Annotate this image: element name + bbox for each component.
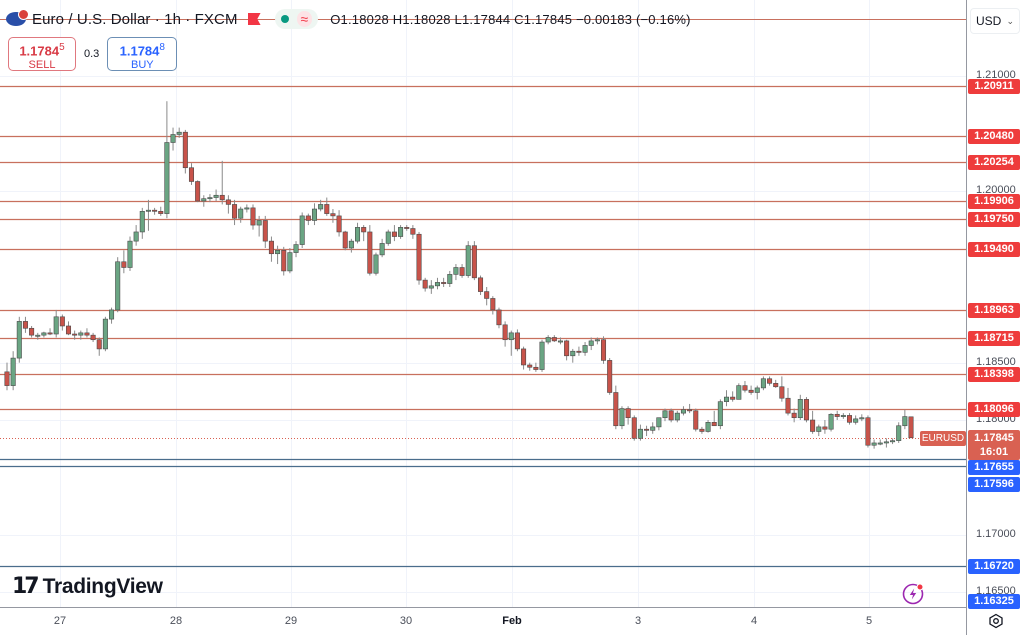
resistance-level-label: 1.19906: [968, 194, 1020, 209]
support-level-label: 1.17596: [968, 477, 1020, 492]
chevron-down-icon: ⌄: [1006, 15, 1014, 26]
time-tick-label: 4: [750, 615, 758, 627]
buy-price-pip: 8: [159, 42, 165, 53]
time-tick-label: 3: [634, 615, 642, 627]
support-level-label: 1.16720: [968, 559, 1020, 574]
buy-price: 1.1784: [119, 43, 160, 59]
market-open-dot-icon: [280, 15, 289, 23]
price-tick-label: 1.20000: [976, 184, 1016, 196]
support-level-label: 1.17655: [968, 460, 1020, 475]
support-level-label: 1.16325: [968, 594, 1020, 609]
sell-price: 1.1784: [19, 43, 60, 59]
resistance-level-label: 1.20911: [968, 79, 1020, 94]
sell-label: SELL: [28, 59, 56, 72]
tradingview-wordmark: TradingView: [42, 574, 163, 598]
trade-buttons: 1.17845 SELL 0.3 1.17848 BUY: [8, 37, 178, 72]
symbol-header: Euro / U.S. Dollar · 1h · FXCM ≈ O1.1802…: [6, 9, 691, 29]
time-tick-label: Feb: [502, 615, 522, 627]
tradingview-logo[interactable]: 17 TradingView: [12, 574, 163, 599]
last-price-value: 1.17845: [974, 432, 1014, 444]
time-tick-label: 29: [284, 615, 298, 627]
time-tick-label: 28: [169, 615, 183, 627]
resistance-level-label: 1.19750: [968, 212, 1020, 227]
ohlc-values: O1.18028 H1.18028 L1.17844 C1.17845 −0.0…: [330, 11, 691, 27]
time-tick-label: 5: [865, 615, 873, 627]
buy-button[interactable]: 1.17848 BUY: [107, 37, 178, 72]
sell-price-pip: 5: [59, 42, 65, 53]
lightning-icon[interactable]: [901, 582, 925, 606]
currency-selector[interactable]: USD ⌄: [970, 8, 1020, 34]
eur-usd-flag-icon: [6, 9, 29, 26]
bar-countdown: 16:01: [979, 446, 1009, 458]
resistance-level-label: 1.20254: [968, 155, 1020, 170]
last-price-label: 1.17845 16:01: [968, 430, 1020, 460]
price-tick-label: 1.18500: [976, 356, 1016, 368]
resistance-level-label: 1.20480: [968, 129, 1020, 144]
buy-label: BUY: [130, 59, 154, 72]
sell-button[interactable]: 1.17845 SELL: [8, 37, 76, 71]
flag-mark-icon[interactable]: [247, 13, 261, 25]
symbol-title[interactable]: Euro / U.S. Dollar · 1h · FXCM: [32, 10, 238, 28]
price-tick-label: 1.21000: [976, 69, 1016, 81]
resistance-level-label: 1.18398: [968, 367, 1020, 382]
resistance-level-label: 1.18715: [968, 331, 1020, 346]
time-tick-label: 30: [399, 615, 413, 627]
symbol-price-tag: EURUSD: [920, 431, 966, 446]
price-levels: [0, 19, 966, 568]
delayed-data-approx-icon: ≈: [296, 11, 313, 27]
settings-hexagon-icon[interactable]: [988, 613, 1004, 629]
time-tick-label: 27: [53, 615, 67, 627]
spread-value: 0.3: [84, 48, 100, 60]
candlesticks: [4, 101, 914, 449]
resistance-level-label: 1.18096: [968, 402, 1020, 417]
chart-grid: [0, 0, 966, 607]
resistance-level-label: 1.18963: [968, 303, 1020, 318]
tradingview-logo-mark-icon: 17: [12, 574, 40, 599]
price-tick-label: 1.17000: [976, 528, 1016, 540]
resistance-level-label: 1.19490: [968, 242, 1020, 257]
currency-label: USD: [976, 14, 1002, 28]
market-status-pill[interactable]: ≈: [274, 9, 319, 29]
